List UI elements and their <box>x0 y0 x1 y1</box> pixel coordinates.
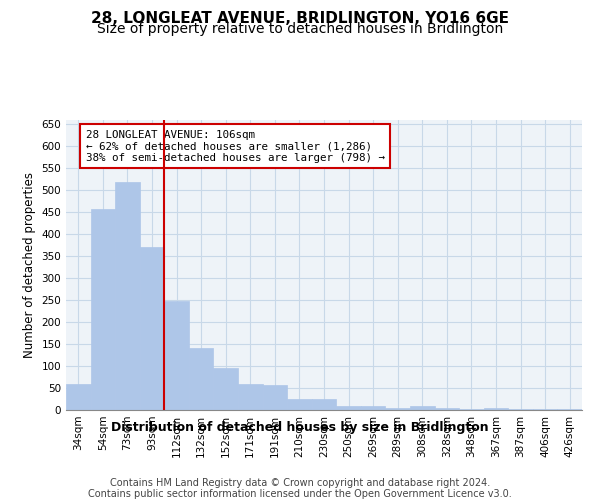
Text: Size of property relative to detached houses in Bridlington: Size of property relative to detached ho… <box>97 22 503 36</box>
Text: 28, LONGLEAT AVENUE, BRIDLINGTON, YO16 6GE: 28, LONGLEAT AVENUE, BRIDLINGTON, YO16 6… <box>91 11 509 26</box>
Bar <box>91 209 115 410</box>
Bar <box>115 182 140 410</box>
Bar <box>533 409 557 410</box>
Bar <box>66 384 91 410</box>
Bar <box>312 399 336 410</box>
Text: Contains HM Land Registry data © Crown copyright and database right 2024.
Contai: Contains HM Land Registry data © Crown c… <box>88 478 512 499</box>
Text: 28 LONGLEAT AVENUE: 106sqm
← 62% of detached houses are smaller (1,286)
38% of s: 28 LONGLEAT AVENUE: 106sqm ← 62% of deta… <box>86 130 385 163</box>
Bar <box>410 406 434 410</box>
Bar <box>557 409 582 410</box>
Bar <box>214 368 238 410</box>
Bar <box>336 406 361 410</box>
Bar <box>385 408 410 410</box>
Bar <box>361 406 385 410</box>
Bar <box>164 301 189 410</box>
Bar <box>189 348 214 410</box>
Text: Distribution of detached houses by size in Bridlington: Distribution of detached houses by size … <box>111 421 489 434</box>
Bar <box>434 408 459 410</box>
Bar <box>508 408 533 410</box>
Bar <box>238 384 263 410</box>
Bar <box>459 408 484 410</box>
Bar <box>263 385 287 410</box>
Bar <box>484 408 508 410</box>
Bar <box>140 248 164 410</box>
Y-axis label: Number of detached properties: Number of detached properties <box>23 172 36 358</box>
Bar <box>287 399 312 410</box>
